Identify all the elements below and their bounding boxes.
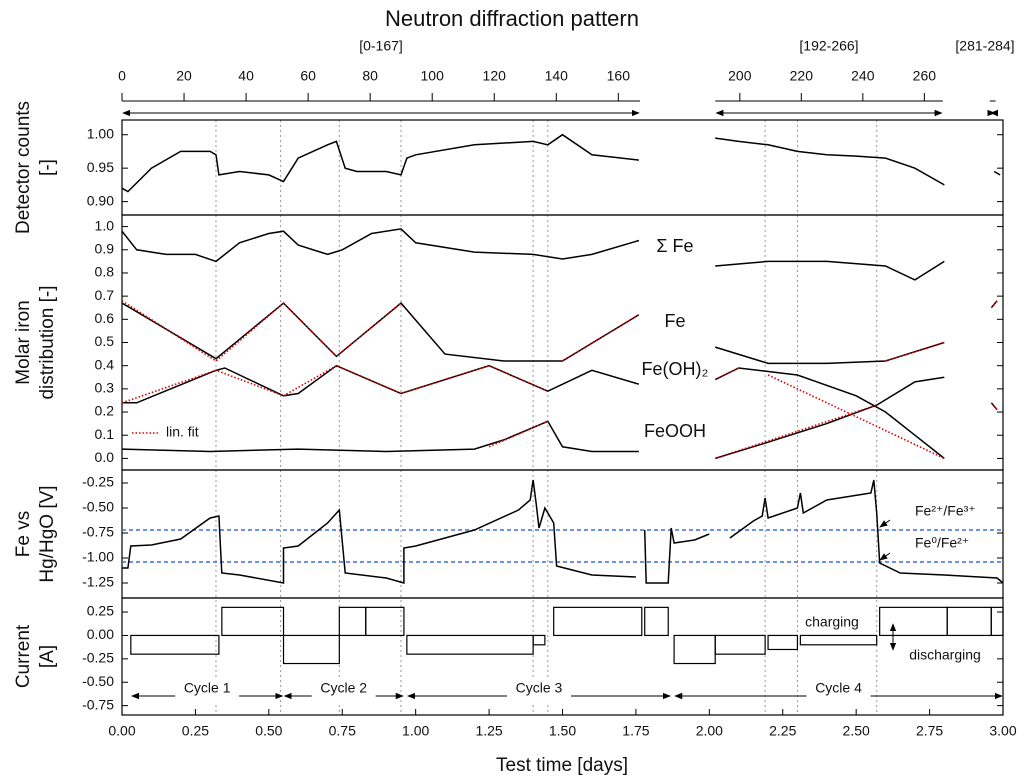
cycle-label-bg	[175, 680, 240, 704]
y-tick-label: -1.00	[82, 549, 114, 565]
data-line	[121, 300, 998, 460]
y-axis-title: distribution [-]	[37, 285, 58, 399]
x-tick-label: 1.50	[549, 723, 576, 739]
x-tick-label: 2.00	[696, 723, 723, 739]
top-tick-label: 0	[118, 68, 126, 84]
cycle-label: Cycle 2	[320, 680, 367, 696]
cycle-label: Cycle 3	[516, 680, 563, 696]
y-tick-label: 0.00	[87, 626, 114, 642]
x-tick-label: 0.00	[108, 723, 135, 739]
y-tick-label: 0.2	[95, 403, 115, 419]
y-tick-label: -0.75	[82, 524, 114, 540]
y-tick-label: 0.5	[95, 333, 115, 349]
x-tick-label: 2.25	[769, 723, 796, 739]
series-label: Σ Fe	[656, 236, 693, 256]
x-tick-label: 0.50	[255, 723, 282, 739]
y-tick-label: 0.95	[87, 159, 114, 175]
x-tick-label: 1.75	[622, 723, 649, 739]
series-label: Fe	[664, 311, 685, 331]
top-tick-label: 20	[176, 68, 192, 84]
current-step	[644, 606, 669, 637]
top-segment-label: [0-167]	[359, 38, 403, 54]
annotation: charging	[805, 614, 859, 630]
y-tick-label: -0.50	[82, 499, 114, 515]
y-axis-title: Fe vs	[13, 511, 34, 557]
cycle-label-bg	[806, 680, 871, 704]
x-tick-label: 1.00	[402, 723, 429, 739]
y-tick-label: 1.0	[95, 217, 115, 233]
x-tick-label: 2.75	[916, 723, 943, 739]
top-tick-label: 240	[851, 68, 875, 84]
y-tick-label: -0.25	[82, 650, 114, 666]
top-tick-label: 220	[790, 68, 814, 84]
x-axis-title: Test time [days]	[496, 755, 628, 776]
series-label: Fe(OH)₂	[642, 359, 709, 379]
y-tick-label: 0.8	[95, 264, 115, 280]
current-step	[282, 634, 340, 665]
x-tick-label: 2.50	[843, 723, 870, 739]
current-step	[767, 634, 799, 651]
y-axis-title: Hg/HgO [V]	[37, 485, 58, 582]
cycle-label: Cycle 4	[815, 680, 862, 696]
x-tick-label: 1.25	[475, 723, 502, 739]
current-step	[221, 606, 285, 637]
current-step	[553, 606, 643, 637]
chart-title: Neutron diffraction pattern	[385, 6, 639, 31]
data-line	[122, 479, 1004, 584]
legend-label: lin. fit	[166, 424, 199, 440]
pointer-arrow	[879, 519, 891, 528]
y-tick-label: -0.75	[82, 696, 114, 712]
y-tick-label: -0.50	[82, 673, 114, 689]
y-tick-label: 0.4	[95, 356, 115, 372]
top-tick-label: 200	[728, 68, 752, 84]
series-label: FeOOH	[644, 421, 706, 441]
y-tick-label: 0.6	[95, 310, 115, 326]
y-tick-label: 0.1	[95, 426, 115, 442]
top-segment-label: [281-284]	[955, 38, 1014, 54]
y-axis-title: Molar iron	[13, 300, 34, 384]
x-tick-label: 0.25	[182, 723, 209, 739]
data-line	[121, 228, 945, 281]
current-step	[990, 606, 1004, 637]
annotation: discharging	[909, 647, 981, 663]
y-axis-title: [A]	[37, 645, 58, 668]
y-tick-label: 0.3	[95, 380, 115, 396]
data-line	[121, 133, 1001, 193]
y-tick-label: 0.9	[95, 240, 115, 256]
y-axis-title: Current	[13, 624, 34, 688]
y-tick-label: 0.7	[95, 287, 115, 303]
y-axis-title: [-]	[37, 159, 58, 176]
current-step	[532, 634, 546, 646]
y-tick-label: 0.0	[95, 449, 115, 465]
y-tick-label: 1.00	[87, 125, 114, 141]
y-axis-title: Detector counts	[13, 101, 34, 234]
y-tick-label: -0.25	[82, 474, 114, 490]
current-step	[130, 634, 220, 655]
cycle-label-bg	[507, 680, 572, 704]
top-segment-label: [192-266]	[799, 38, 858, 54]
x-tick-label: 3.00	[989, 723, 1016, 739]
top-tick-label: 80	[362, 68, 378, 84]
top-tick-label: 40	[238, 68, 254, 84]
y-tick-label: 0.25	[87, 603, 114, 619]
top-tick-label: 140	[545, 68, 569, 84]
reference-label: Fe⁰/Fe²⁺	[915, 535, 969, 551]
x-tick-label: 0.75	[329, 723, 356, 739]
top-tick-label: 60	[300, 68, 316, 84]
cycle-label-bg	[311, 680, 376, 704]
top-tick-label: 120	[483, 68, 507, 84]
top-tick-label: 160	[607, 68, 631, 84]
current-step	[714, 634, 766, 655]
cycle-label: Cycle 1	[184, 680, 231, 696]
pointer-arrow	[879, 552, 891, 561]
top-tick-label: 260	[913, 68, 937, 84]
current-step	[365, 606, 405, 637]
y-tick-label: 0.90	[87, 192, 114, 208]
current-step	[799, 634, 878, 646]
y-tick-label: -1.25	[82, 574, 114, 590]
reference-label: Fe²⁺/Fe³⁺	[915, 503, 976, 519]
top-tick-label: 100	[421, 68, 445, 84]
